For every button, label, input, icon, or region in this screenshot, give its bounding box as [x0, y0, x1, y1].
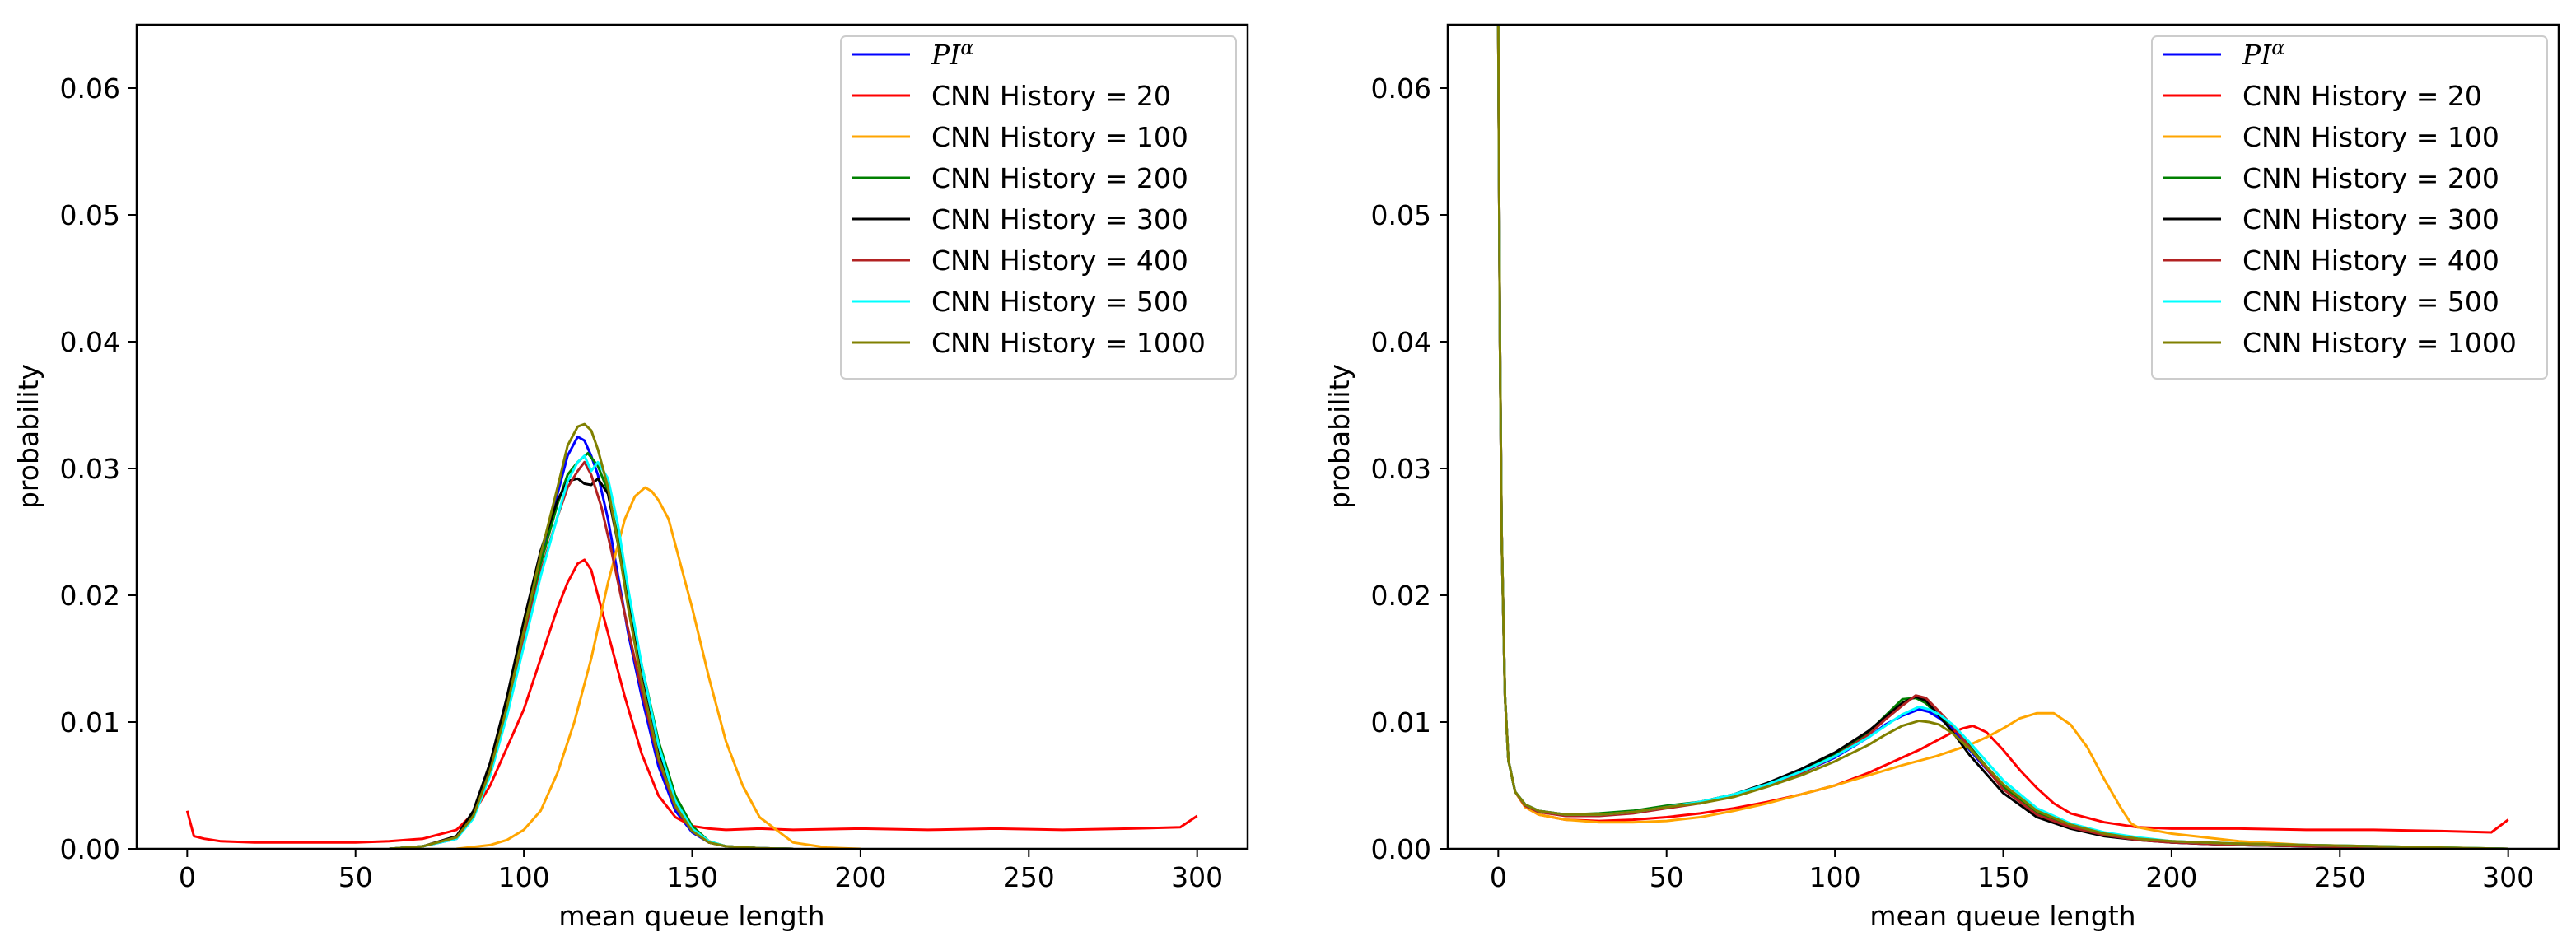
right-legend: PIα CNN History = 20 CNN History = 100 CNN …	[2151, 35, 2548, 380]
right-y-axis-label: probability	[1323, 364, 1356, 509]
left-y-axis: 0.00 0.01 0.02 0.03 0.04 0.05 0.06	[60, 72, 137, 865]
right-legend-label: CNN History = 100	[2242, 121, 2499, 153]
right-legend-label: CNN History = 1000	[2242, 327, 2517, 359]
left-y-tick-label: 0.01	[60, 706, 120, 739]
right-legend-label: CNN History = 20	[2242, 80, 2482, 112]
left-legend-label: CNN History = 200	[931, 162, 1188, 194]
left-x-tick-label: 100	[498, 861, 550, 893]
left-legend-box	[840, 35, 1237, 380]
left-y-tick-label: 0.06	[60, 72, 120, 105]
left-legend-label: PIα	[931, 36, 973, 71]
right-series-line-cnn-history-1000	[1496, 25, 2508, 849]
right-x-tick-label: 100	[1809, 861, 1861, 893]
left-y-tick-label: 0.04	[60, 326, 120, 358]
left-x-tick-label: 250	[1003, 861, 1055, 893]
left-x-tick-label: 200	[834, 861, 886, 893]
left-series-layer	[185, 422, 1198, 849]
left-legend-label: CNN History = 20	[931, 80, 1171, 112]
left-x-axis: 0 50 100 150 200 250 300	[179, 849, 1223, 893]
right-y-tick-label: 0.03	[1371, 453, 1431, 485]
right-series-line-cnn-history-100	[1496, 25, 2508, 849]
right-legend-label: CNN History = 300	[2242, 203, 2499, 235]
right-legend-box	[2151, 35, 2548, 380]
right-y-tick-label: 0.04	[1371, 326, 1431, 358]
right-x-tick-label: 150	[1977, 861, 2029, 893]
left-chart-panel: 0 50 100 150 200 250 300 0.000.010.020.030.040…	[12, 23, 1249, 932]
left-legend: PIα CNN History = 20 CNN History = 100 CNN …	[840, 35, 1237, 380]
right-series-layer	[1496, 25, 2509, 849]
right-legend-label: CNN History = 500	[2242, 286, 2499, 318]
left-series-line-cnn-history-1000	[389, 422, 794, 849]
left-legend-label: CNN History = 500	[931, 286, 1188, 318]
left-legend-label: CNN History = 100	[931, 121, 1188, 153]
left-y-tick-label: 0.00	[60, 833, 120, 865]
right-x-axis: 0 50 100 150 200 250 300	[1490, 849, 2534, 893]
left-legend-label: CNN History = 1000	[931, 327, 1206, 359]
left-y-tick-label: 0.02	[60, 580, 120, 612]
left-y-axis-label: probability	[12, 364, 44, 509]
right-y-tick-label: 0.06	[1371, 72, 1431, 105]
right-x-tick-label: 0	[1490, 861, 1507, 893]
left-series-line-cnn-history-20	[185, 558, 1198, 844]
right-legend-label: CNN History = 400	[2242, 245, 2499, 277]
right-y-tick-label: 0.01	[1371, 706, 1431, 739]
right-chart-panel: 0 50 100 150 200 250 300 0.000.010.020.030.040…	[1323, 23, 2560, 932]
left-x-tick-label: 50	[338, 861, 373, 893]
right-legend-label: PIα	[2242, 36, 2284, 71]
right-x-tick-label: 50	[1650, 861, 1684, 893]
left-y-tick-label: 0.05	[60, 199, 120, 231]
right-x-axis-label: mean queue length	[1869, 900, 2135, 932]
left-series-line-cnn-history-100	[456, 486, 861, 849]
right-y-tick-label: 0.05	[1371, 199, 1431, 231]
right-y-axis: 0.00 0.01 0.02 0.03 0.04 0.05 0.06	[1371, 72, 1448, 865]
right-x-tick-label: 300	[2482, 861, 2534, 893]
left-x-tick-label: 150	[666, 861, 718, 893]
right-x-tick-label: 200	[2145, 861, 2197, 893]
left-x-tick-label: 0	[179, 861, 196, 893]
right-y-tick-label: 0.02	[1371, 580, 1431, 612]
right-x-tick-label: 250	[2314, 861, 2366, 893]
left-legend-label: CNN History = 400	[931, 245, 1188, 277]
left-y-tick-label: 0.03	[60, 453, 120, 485]
right-legend-label: CNN History = 200	[2242, 162, 2499, 194]
left-x-tick-label: 300	[1171, 861, 1223, 893]
left-legend-label: CNN History = 300	[931, 203, 1188, 235]
right-y-tick-label: 0.00	[1371, 833, 1431, 865]
left-x-axis-label: mean queue length	[558, 900, 824, 932]
left-series-line-cnn-history-500	[389, 454, 794, 849]
